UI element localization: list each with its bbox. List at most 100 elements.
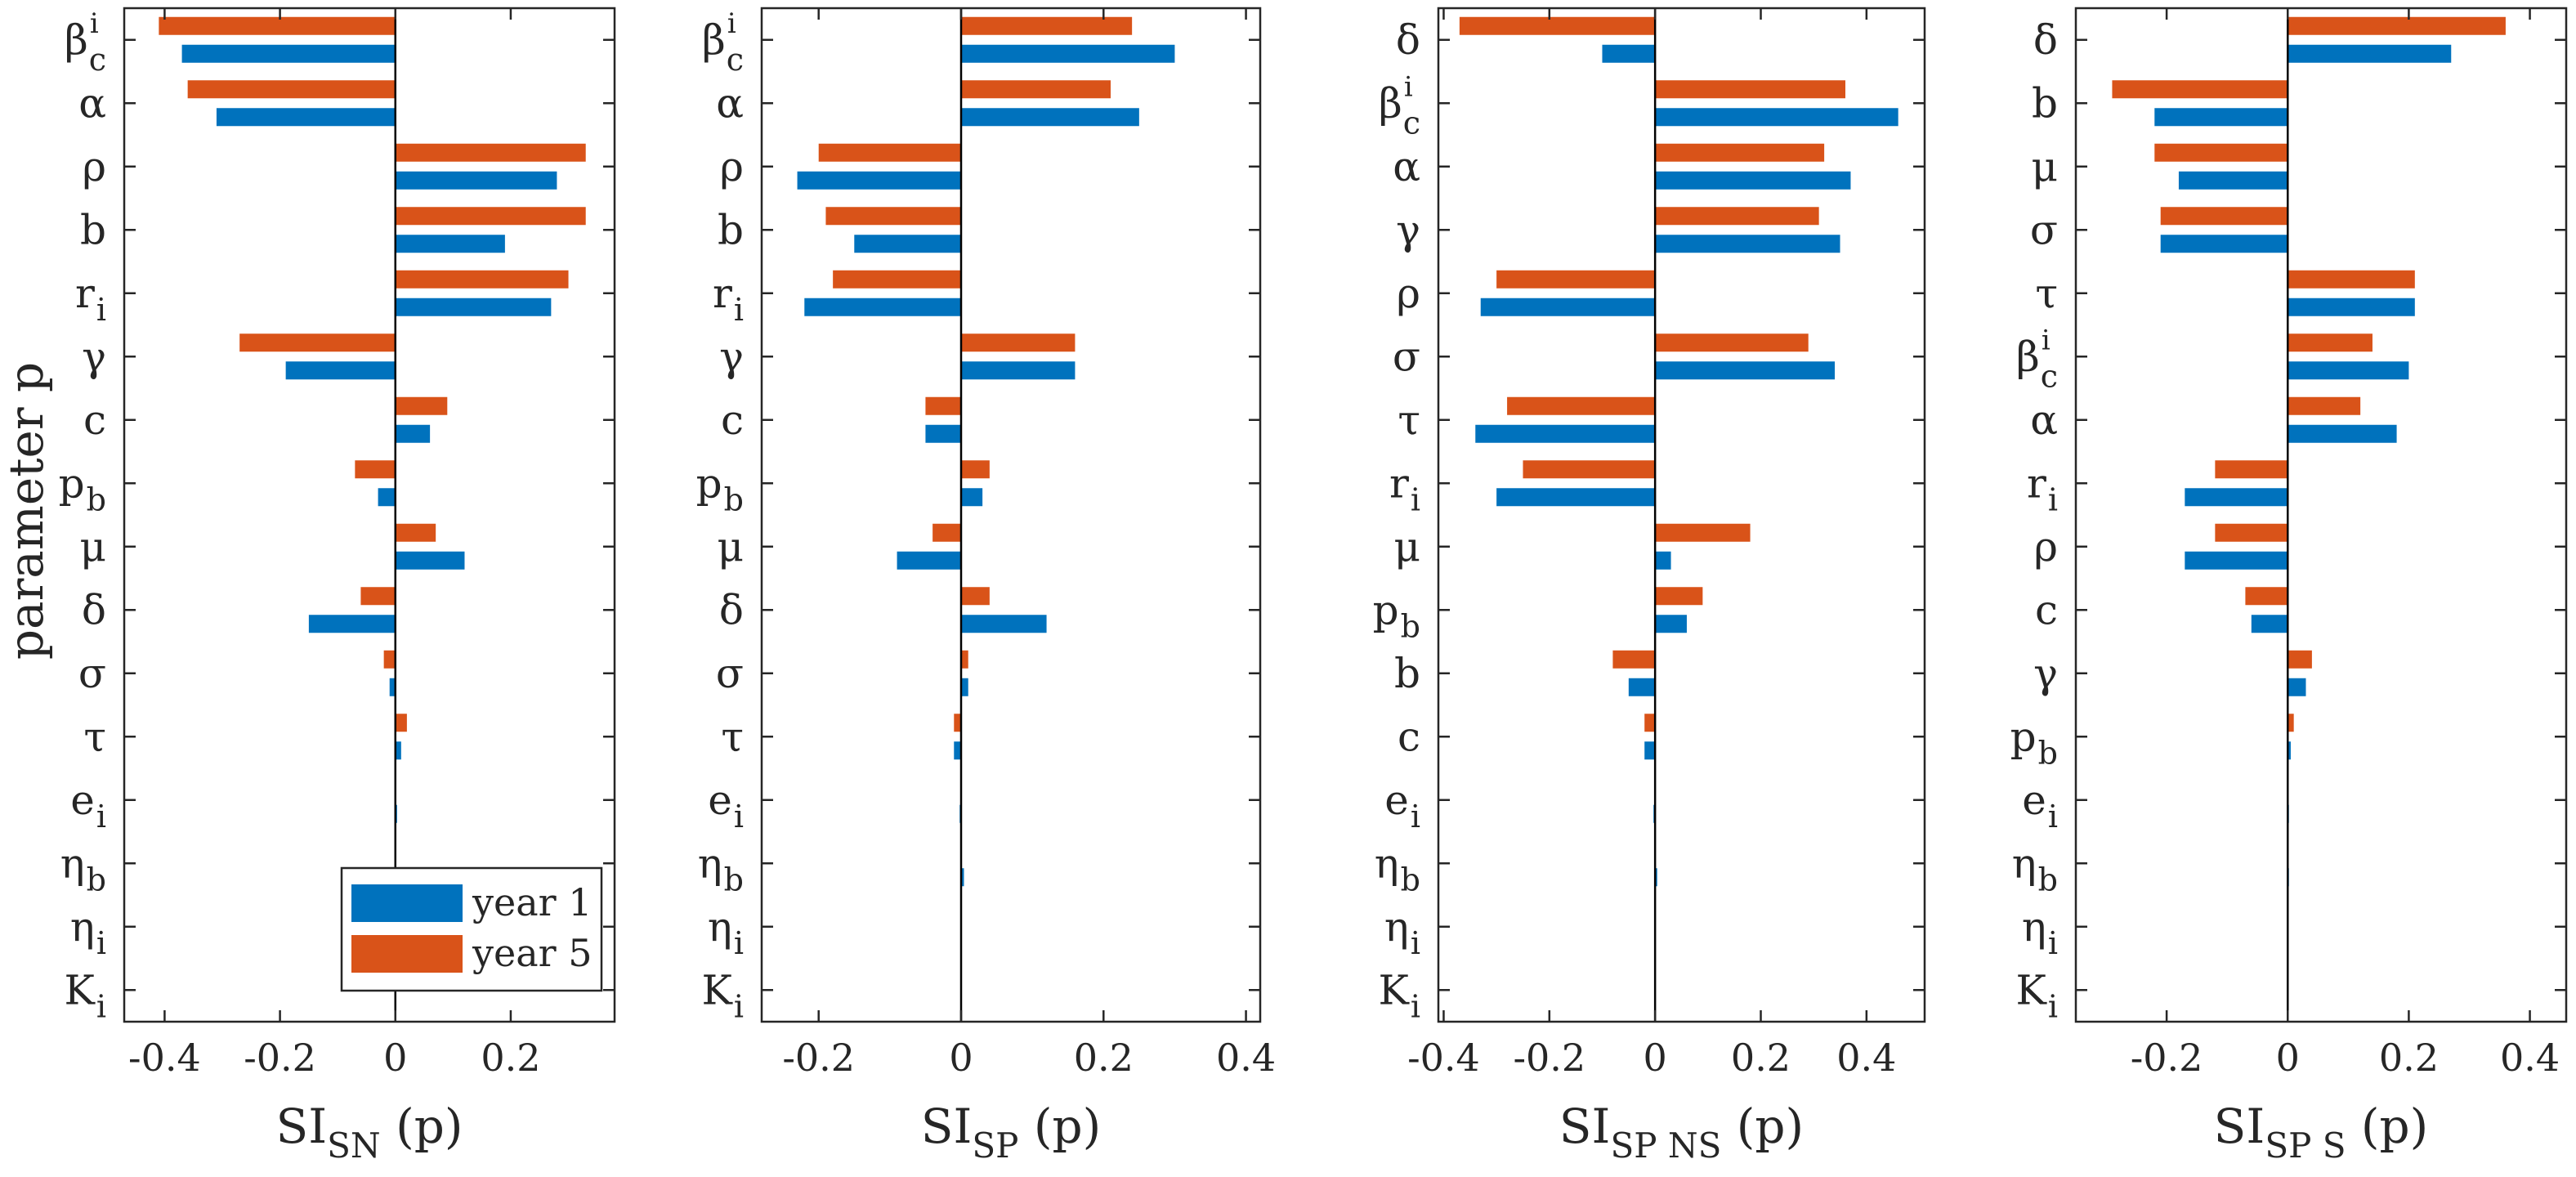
bar-year5-5 bbox=[961, 333, 1076, 352]
bar-year5-11 bbox=[954, 714, 961, 732]
y-tick-label: γ bbox=[2033, 650, 2058, 697]
y-tick-label: τ bbox=[83, 713, 106, 760]
x-tick-label: -0.2 bbox=[782, 1036, 855, 1080]
x-axis-label: SISN (p) bbox=[275, 1099, 463, 1166]
bar-year1-11 bbox=[954, 741, 961, 760]
y-tick-label: δ bbox=[82, 586, 106, 633]
y-tick-label: γ bbox=[719, 333, 744, 380]
label-sub: i bbox=[1411, 988, 1420, 1024]
xlabel-sub: SP S bbox=[2265, 1126, 2346, 1166]
y-tick-label: μ bbox=[80, 523, 107, 571]
bar-year1-7 bbox=[2185, 488, 2288, 507]
bar-year1-3 bbox=[395, 235, 505, 253]
label-base: p bbox=[696, 459, 722, 507]
bar-year5-2 bbox=[395, 143, 586, 162]
y-tick-label: ηb bbox=[2012, 839, 2058, 897]
bar-year5-4 bbox=[395, 270, 569, 289]
x-axis-label: SISP (p) bbox=[921, 1099, 1102, 1166]
axes-box bbox=[2074, 7, 2568, 1023]
x-tick-label: 0.4 bbox=[1216, 1036, 1276, 1080]
y-tick-label: σ bbox=[716, 650, 744, 697]
xlabel-suffix: (p) bbox=[1018, 1099, 1101, 1154]
label-base: α bbox=[1393, 143, 1420, 190]
label-base: δ bbox=[1396, 16, 1420, 64]
label-base: μ bbox=[2032, 143, 2059, 190]
xlabel-sub: SP bbox=[972, 1126, 1018, 1166]
xlabel-sub: SP NS bbox=[1610, 1126, 1721, 1166]
x-axis-label: SISP S (p) bbox=[2214, 1099, 2429, 1166]
bar-year5-0 bbox=[1459, 16, 1656, 35]
label-base: τ bbox=[83, 713, 106, 760]
bar-year1-10 bbox=[961, 678, 968, 696]
legend-swatch-year1 bbox=[351, 884, 463, 922]
y-tick-label: Ki bbox=[701, 966, 744, 1024]
bar-year5-11 bbox=[1644, 714, 1656, 732]
y-tick-label: τ bbox=[2035, 270, 2058, 317]
label-base: e bbox=[70, 776, 95, 824]
label-base: μ bbox=[1394, 523, 1421, 571]
bar-year1-11 bbox=[1644, 741, 1656, 760]
y-tick-label: Ki bbox=[2015, 966, 2058, 1024]
bar-year5-7 bbox=[2215, 460, 2288, 479]
y-tick-label: α bbox=[78, 79, 106, 127]
label-base: K bbox=[1378, 966, 1410, 1014]
label-base: β bbox=[2016, 333, 2040, 380]
label-sub: i bbox=[1411, 481, 1420, 517]
x-tick-label: 0.2 bbox=[481, 1036, 540, 1080]
bar-year5-7 bbox=[1523, 460, 1656, 479]
label-base: α bbox=[716, 79, 744, 127]
x-tick-label: -0.4 bbox=[128, 1036, 201, 1080]
label-base: K bbox=[701, 966, 733, 1014]
bar-year5-9 bbox=[2245, 587, 2288, 606]
label-sub: i bbox=[2048, 988, 2058, 1024]
x-tick-label: -0.2 bbox=[244, 1036, 316, 1080]
bar-year5-5 bbox=[239, 333, 396, 352]
label-base: η bbox=[698, 839, 722, 887]
bar-year5-2 bbox=[818, 143, 961, 162]
y-tick-label: βi c bbox=[702, 7, 744, 78]
bar-year1-6 bbox=[395, 424, 431, 443]
xlabel-base: SI bbox=[275, 1099, 327, 1154]
bar-year1-9 bbox=[2251, 615, 2288, 633]
bar-year1-8 bbox=[1655, 551, 1671, 570]
y-tick-label: γ bbox=[82, 333, 106, 380]
y-tick-label: Ki bbox=[64, 966, 106, 1024]
bar-year5-11 bbox=[395, 714, 407, 732]
bar-year1-11 bbox=[2288, 741, 2291, 760]
label-base: τ bbox=[1398, 396, 1420, 444]
y-tick-label: α bbox=[1393, 143, 1420, 190]
label-base: η bbox=[1384, 903, 1409, 951]
label-base: e bbox=[2022, 776, 2046, 824]
y-tick-label: ηi bbox=[70, 903, 106, 961]
label-sub: i bbox=[2048, 799, 2058, 835]
xlabel-base: SI bbox=[921, 1099, 973, 1154]
bar-year5-8 bbox=[395, 523, 436, 542]
label-base: η bbox=[2022, 903, 2046, 951]
label-sub: i bbox=[734, 988, 744, 1024]
y-tick-label: c bbox=[721, 396, 744, 444]
legend-label-year5: year 5 bbox=[472, 931, 593, 975]
y-tick-label: δ bbox=[719, 586, 744, 633]
label-base: p bbox=[2010, 713, 2037, 760]
bar-year5-4 bbox=[2288, 270, 2415, 289]
bar-year1-5 bbox=[961, 361, 1076, 380]
y-tick-label: ρ bbox=[1397, 270, 1420, 317]
y-tick-label: Ki bbox=[1378, 966, 1420, 1024]
bar-year1-13 bbox=[961, 868, 964, 887]
label-sub: b bbox=[724, 481, 744, 517]
y-tick-label: σ bbox=[2030, 206, 2058, 253]
y-tick-label: b bbox=[1394, 650, 1420, 697]
y-tick-label: βi c bbox=[1379, 70, 1420, 141]
label-base: β bbox=[65, 16, 88, 64]
label-sub: c bbox=[2041, 358, 2058, 394]
label-base: σ bbox=[78, 650, 106, 697]
bar-year1-2 bbox=[395, 171, 557, 190]
label-base: b bbox=[718, 206, 744, 253]
xlabel-suffix: (p) bbox=[381, 1099, 463, 1154]
label-sub: b bbox=[2038, 861, 2058, 897]
bar-year5-3 bbox=[1655, 207, 1819, 226]
xlabel-suffix: (p) bbox=[1721, 1099, 1804, 1154]
bar-year5-1 bbox=[2112, 80, 2288, 99]
bar-year5-5 bbox=[2288, 333, 2373, 352]
